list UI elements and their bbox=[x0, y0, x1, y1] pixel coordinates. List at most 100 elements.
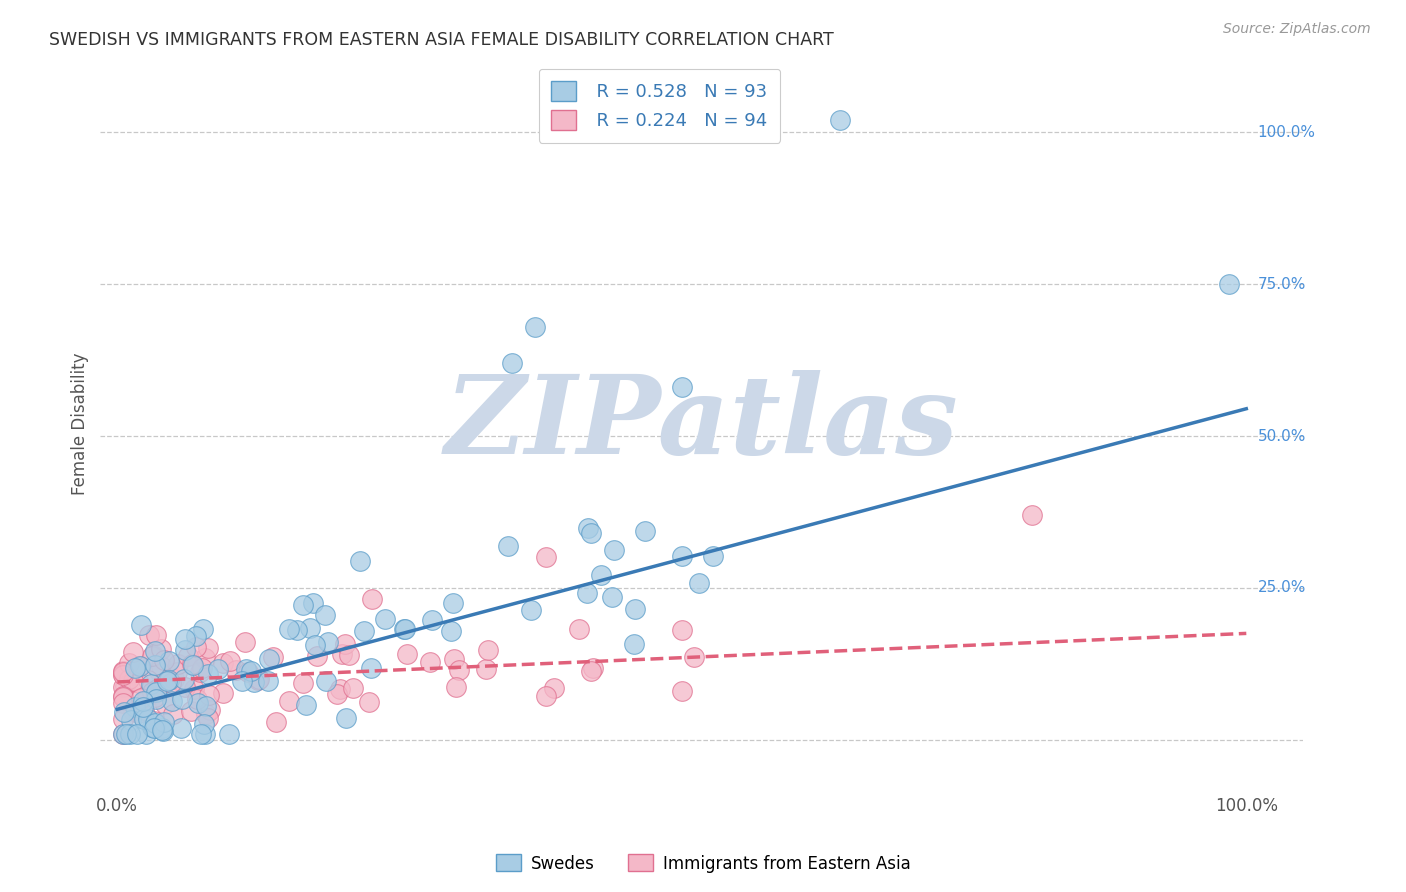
Point bbox=[524, 319, 547, 334]
Point bbox=[148, 665, 170, 679]
Point bbox=[374, 612, 396, 626]
Point bbox=[152, 724, 174, 739]
Point bbox=[342, 681, 364, 695]
Point bbox=[111, 726, 134, 740]
Point bbox=[162, 707, 184, 722]
Point bbox=[335, 637, 357, 651]
Point bbox=[304, 638, 326, 652]
Point bbox=[136, 673, 159, 687]
Point bbox=[111, 726, 134, 740]
Point bbox=[141, 684, 163, 698]
Point bbox=[150, 658, 173, 673]
Text: 100.0%: 100.0% bbox=[1257, 125, 1316, 140]
Point bbox=[582, 660, 605, 674]
Point bbox=[166, 665, 188, 680]
Point bbox=[131, 694, 153, 708]
Point bbox=[170, 692, 193, 706]
Point bbox=[236, 665, 259, 680]
Point bbox=[136, 690, 159, 705]
Point bbox=[301, 596, 323, 610]
Point bbox=[156, 673, 179, 688]
Point bbox=[124, 700, 146, 714]
Point bbox=[135, 726, 157, 740]
Point bbox=[136, 712, 159, 726]
Point bbox=[231, 673, 253, 688]
Point bbox=[536, 690, 558, 704]
Point bbox=[132, 712, 155, 726]
Point bbox=[188, 665, 211, 680]
Point bbox=[218, 726, 240, 740]
Point bbox=[200, 703, 222, 717]
Point bbox=[688, 576, 710, 591]
Point bbox=[257, 673, 280, 688]
Point bbox=[124, 661, 146, 675]
Point bbox=[316, 635, 339, 649]
Point bbox=[277, 694, 299, 708]
Point bbox=[329, 681, 352, 696]
Point bbox=[353, 624, 375, 639]
Point bbox=[247, 672, 270, 686]
Point bbox=[298, 621, 321, 635]
Point bbox=[145, 681, 167, 696]
Point bbox=[233, 635, 256, 649]
Point bbox=[121, 674, 143, 689]
Point bbox=[180, 704, 202, 718]
Point bbox=[118, 672, 141, 686]
Point bbox=[174, 680, 197, 694]
Point bbox=[394, 622, 416, 636]
Point bbox=[285, 623, 308, 637]
Point bbox=[264, 714, 287, 729]
Text: 50.0%: 50.0% bbox=[1257, 428, 1306, 443]
Point bbox=[314, 608, 336, 623]
Point bbox=[225, 663, 247, 677]
Point bbox=[671, 549, 693, 563]
Point bbox=[194, 699, 217, 714]
Point bbox=[624, 602, 647, 616]
Point bbox=[128, 658, 150, 673]
Point bbox=[143, 714, 166, 729]
Point bbox=[145, 691, 167, 706]
Point bbox=[335, 711, 357, 725]
Point bbox=[138, 628, 160, 642]
Point bbox=[127, 706, 149, 721]
Point bbox=[295, 698, 318, 712]
Point bbox=[117, 657, 139, 671]
Legend:   R = 0.528   N = 93,   R = 0.224   N = 94: R = 0.528 N = 93, R = 0.224 N = 94 bbox=[538, 69, 780, 143]
Point bbox=[441, 596, 464, 610]
Point bbox=[184, 640, 207, 654]
Point bbox=[278, 623, 301, 637]
Point bbox=[394, 622, 416, 636]
Point bbox=[142, 648, 165, 663]
Point bbox=[173, 673, 195, 687]
Point bbox=[111, 680, 134, 694]
Point bbox=[111, 689, 134, 703]
Point bbox=[194, 651, 217, 665]
Point bbox=[111, 668, 134, 682]
Point bbox=[153, 653, 176, 667]
Point bbox=[129, 617, 152, 632]
Point bbox=[143, 690, 166, 704]
Point bbox=[292, 598, 315, 612]
Point bbox=[160, 676, 183, 690]
Point bbox=[114, 679, 136, 693]
Point bbox=[211, 656, 233, 670]
Text: 25.0%: 25.0% bbox=[1257, 581, 1306, 595]
Point bbox=[145, 628, 167, 642]
Point bbox=[145, 685, 167, 699]
Point bbox=[111, 665, 134, 679]
Text: ZIPatlas: ZIPatlas bbox=[444, 370, 959, 477]
Point bbox=[150, 721, 173, 735]
Point bbox=[114, 726, 136, 740]
Point bbox=[219, 654, 242, 668]
Point bbox=[197, 640, 219, 655]
Point bbox=[235, 662, 257, 676]
Point bbox=[326, 687, 349, 701]
Point bbox=[129, 659, 152, 673]
Point bbox=[197, 667, 219, 681]
Point bbox=[702, 549, 724, 563]
Point bbox=[157, 673, 180, 687]
Point bbox=[191, 661, 214, 675]
Point bbox=[496, 539, 519, 553]
Point bbox=[520, 603, 543, 617]
Point bbox=[193, 717, 215, 731]
